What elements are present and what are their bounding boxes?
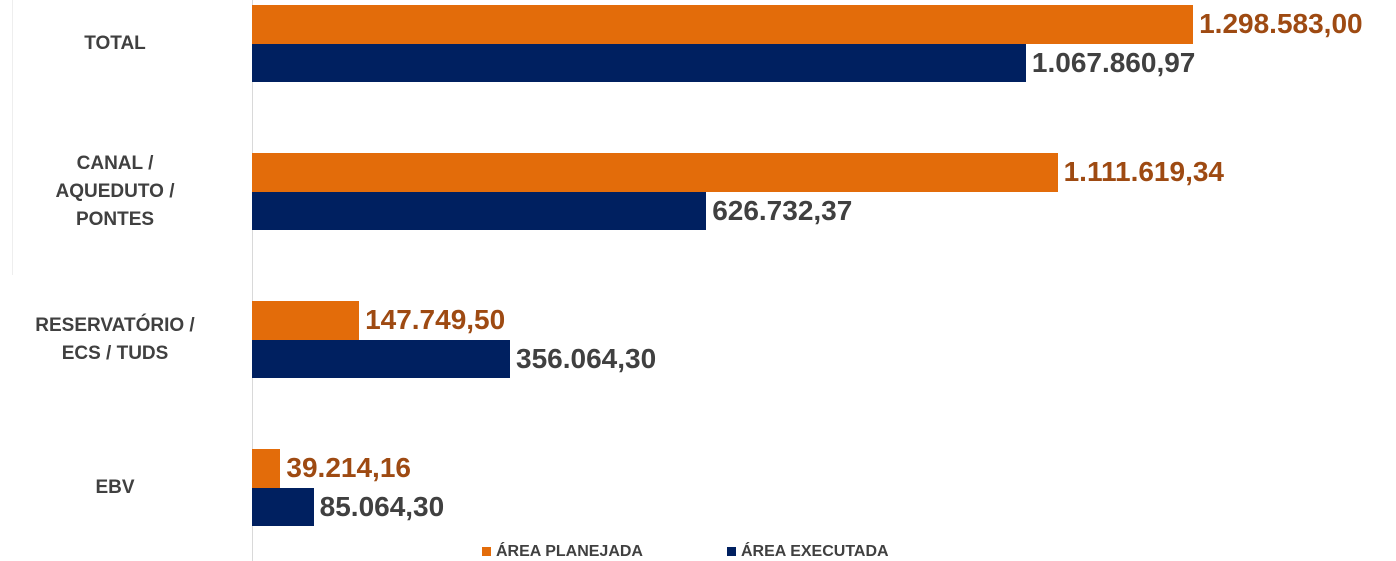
legend-label: ÁREA PLANEJADA	[496, 543, 643, 560]
bar	[252, 191, 707, 230]
bar	[252, 449, 281, 488]
legend-label: ÁREA EXECUTADA	[741, 543, 889, 560]
value-label: 1.111.619,34	[1063, 156, 1224, 187]
value-label: 147.749,50	[365, 304, 506, 335]
category-label: EBV	[95, 476, 135, 498]
value-label: 626.732,37	[712, 194, 853, 226]
bar	[252, 153, 1058, 192]
value-label: 1.298.583,00	[1199, 8, 1363, 39]
value-label: 356.064,30	[516, 342, 657, 374]
legend-swatch	[727, 547, 736, 556]
bar	[252, 301, 360, 340]
category-axis	[252, 0, 253, 561]
left-border	[12, 0, 13, 275]
bar	[252, 339, 511, 378]
value-label: 1.067.860,97	[1031, 46, 1196, 78]
value-label: 85.064,30	[319, 490, 445, 522]
bar	[252, 487, 314, 526]
category-label: CANAL / AQUEDUTO / PONTES	[55, 152, 175, 230]
category-label: TOTAL	[84, 32, 146, 54]
category-label: RESERVATÓRIO / ECS / TUDS	[35, 314, 195, 364]
bar	[252, 43, 1026, 82]
value-label: 39.214,16	[286, 452, 411, 483]
legend-swatch	[482, 547, 491, 556]
bar	[252, 5, 1194, 44]
